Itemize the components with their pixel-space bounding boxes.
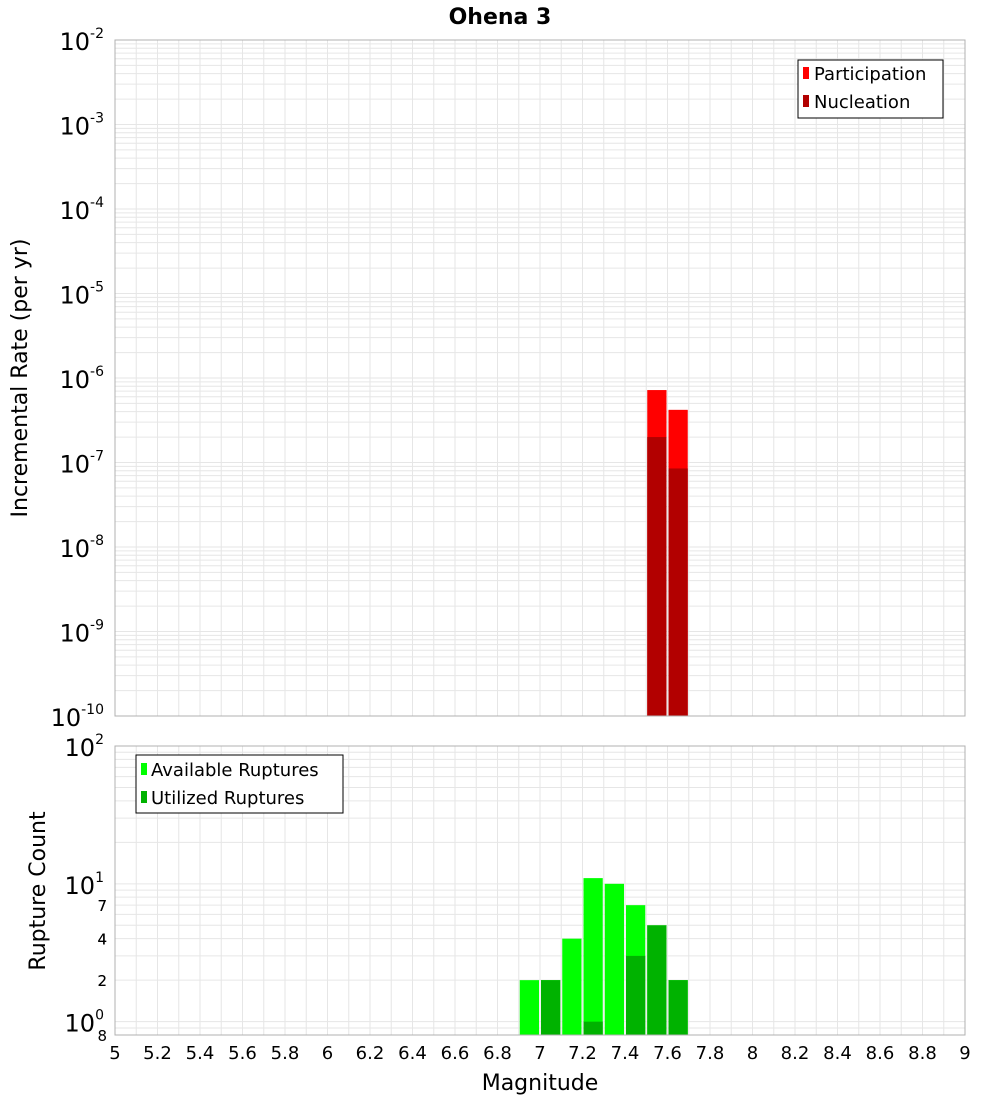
nucleation-bar bbox=[668, 468, 688, 716]
legend-label-utilized-ruptures: Utilized Ruptures bbox=[151, 788, 304, 809]
top-legend-box bbox=[797, 59, 944, 119]
x-tick-label: 7.4 bbox=[611, 1043, 640, 1064]
x-tick-label: 5.4 bbox=[186, 1043, 215, 1064]
top-legend: Participation Nucleation bbox=[797, 59, 944, 119]
x-tick-label: 6.4 bbox=[398, 1043, 427, 1064]
top-y-tick-label: 10-5 bbox=[59, 280, 104, 310]
x-tick-label: 8.6 bbox=[866, 1043, 895, 1064]
legend-swatch-available-ruptures bbox=[141, 763, 147, 775]
bottom-bars bbox=[519, 878, 688, 1035]
bottom-y-tick-label: 4 bbox=[97, 931, 107, 949]
x-tick-label: 6 bbox=[322, 1043, 333, 1064]
bottom-legend-box bbox=[135, 754, 344, 814]
incremental-rate-panel: 10-2 10-3 10-4 10-5 10-6 10-7 10-8 10-9 10-10 In… bbox=[8, 26, 966, 732]
utilized-ruptures-bar bbox=[541, 980, 561, 1035]
bottom-y-tick-label: 2 bbox=[97, 972, 107, 990]
top-bars bbox=[647, 390, 688, 716]
legend-label-available-ruptures: Available Ruptures bbox=[151, 760, 319, 781]
chart-title: Ohena 3 bbox=[449, 5, 552, 30]
nucleation-bar bbox=[647, 437, 667, 716]
top-y-tick-label: 10-8 bbox=[59, 533, 104, 563]
utilized-ruptures-bar bbox=[583, 1021, 603, 1035]
top-y-tick-labels: 10-2 10-3 10-4 10-5 10-6 10-7 10-8 10-9 10-10 bbox=[51, 26, 105, 732]
x-tick-label: 5.2 bbox=[143, 1043, 172, 1064]
x-tick-label: 6.8 bbox=[483, 1043, 512, 1064]
bottom-y-tick-label: 8 bbox=[97, 1027, 107, 1045]
utilized-ruptures-bar bbox=[626, 955, 646, 1035]
top-grid bbox=[114, 39, 966, 717]
top-y-tick-label: 10-10 bbox=[51, 702, 104, 732]
x-tick-label: 7 bbox=[534, 1043, 545, 1064]
x-tick-label: 9 bbox=[959, 1043, 970, 1064]
available-ruptures-bar bbox=[583, 878, 603, 1035]
available-ruptures-bar bbox=[604, 883, 624, 1035]
legend-label-nucleation: Nucleation bbox=[814, 92, 910, 113]
utilized-ruptures-bar bbox=[668, 980, 688, 1035]
bottom-y-tick-label: 102 bbox=[65, 732, 104, 762]
legend-swatch-participation bbox=[803, 67, 809, 79]
x-tick-label: 8.8 bbox=[908, 1043, 937, 1064]
bottom-y-tick-label: 101 bbox=[65, 870, 104, 900]
x-tick-label: 5 bbox=[109, 1043, 120, 1064]
bottom-y-tick-label: 100 bbox=[65, 1008, 104, 1038]
bottom-y-tick-label: 7 bbox=[97, 897, 107, 915]
x-axis-label: Magnitude bbox=[482, 1071, 599, 1096]
utilized-ruptures-bar bbox=[647, 925, 667, 1035]
top-y-axis-label: Incremental Rate (per yr) bbox=[8, 239, 33, 518]
x-tick-label: 7.8 bbox=[696, 1043, 725, 1064]
top-y-tick-label: 10-6 bbox=[59, 364, 104, 394]
bottom-y-tick-label: 7 bbox=[97, 897, 107, 915]
x-tick-label: 7.6 bbox=[653, 1043, 682, 1064]
legend-swatch-nucleation bbox=[803, 95, 809, 107]
available-ruptures-bar bbox=[519, 980, 539, 1035]
legend-swatch-utilized-ruptures bbox=[141, 791, 147, 803]
legend-label-participation: Participation bbox=[814, 64, 926, 85]
x-tick-label: 5.6 bbox=[228, 1043, 257, 1064]
x-tick-label: 7.2 bbox=[568, 1043, 597, 1064]
x-tick-label: 8 bbox=[747, 1043, 758, 1064]
top-y-tick-label: 10-7 bbox=[59, 449, 104, 479]
bottom-plot-frame bbox=[114, 745, 966, 1036]
bottom-y-axis-label: Rupture Count bbox=[26, 811, 51, 971]
top-y-tick-label: 10-4 bbox=[59, 195, 104, 225]
x-tick-label: 6.6 bbox=[441, 1043, 470, 1064]
x-tick-label: 6.2 bbox=[356, 1043, 385, 1064]
top-y-tick-label: 10-3 bbox=[59, 111, 104, 141]
top-plot-frame bbox=[114, 39, 966, 717]
bottom-y-tick-label: 4 bbox=[97, 931, 107, 949]
bottom-legend: Available Ruptures Utilized Ruptures bbox=[135, 754, 344, 814]
top-y-tick-label: 10-9 bbox=[59, 618, 104, 648]
x-tick-label: 5.8 bbox=[271, 1043, 300, 1064]
top-y-tick-label: 10-2 bbox=[59, 26, 104, 56]
x-tick-labels: 5 5.2 5.4 5.6 5.8 6 6.2 6.4 6.6 6.8 7 7.2 7.4 7.6 7.8 8… bbox=[109, 1043, 970, 1064]
x-tick-label: 8.4 bbox=[823, 1043, 852, 1064]
x-tick-label: 8.2 bbox=[781, 1043, 810, 1064]
bottom-y-tick-label: 2 bbox=[97, 972, 107, 990]
available-ruptures-bar bbox=[562, 938, 582, 1035]
